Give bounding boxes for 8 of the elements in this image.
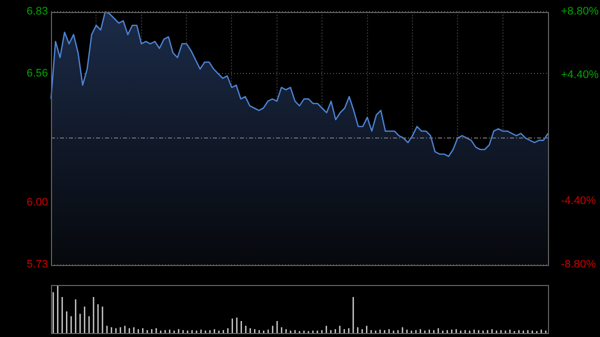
y2-tick-label: -4.40% (561, 195, 596, 208)
y-tick-label: 6.83 (26, 6, 48, 18)
y2-tick-label: -8.80% (561, 258, 596, 270)
y2-tick-label: +8.80% (561, 6, 599, 18)
y2-tick-label: +4.40% (561, 68, 599, 81)
y-tick-label: 5.73 (26, 258, 48, 270)
y-tick-label: 6.56 (26, 68, 48, 80)
y-tick-label: 6.00 (26, 196, 48, 208)
